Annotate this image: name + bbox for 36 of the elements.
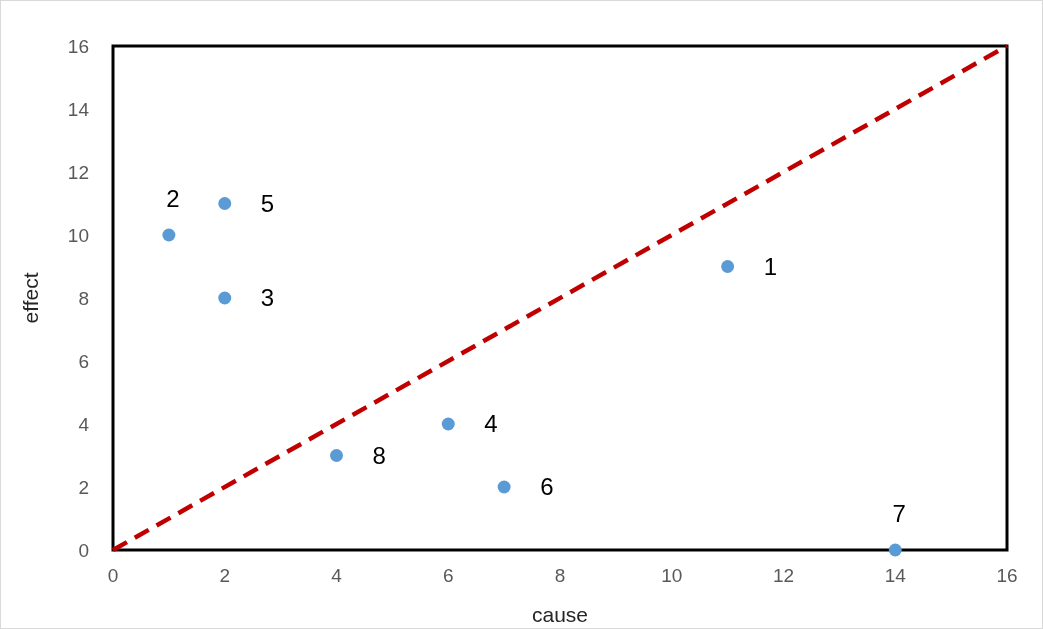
x-axis-title: cause: [531, 603, 589, 626]
y-tick-label: 16: [67, 35, 89, 57]
y-tick-label: 8: [78, 287, 89, 309]
annotation: 1: [763, 252, 777, 280]
y-tick-label: 6: [78, 350, 89, 372]
x-tick-label: 14: [884, 565, 907, 586]
x-tick-label: 4: [331, 565, 343, 586]
y-axis-title: effect: [19, 272, 42, 324]
point: [721, 260, 735, 273]
x-tick-label: 0: [107, 565, 119, 586]
point: [218, 291, 232, 305]
annotation: 8: [372, 441, 386, 469]
point: [497, 480, 511, 494]
x-tick-label: 8: [554, 565, 566, 586]
point: [218, 197, 232, 210]
annotation: 6: [540, 473, 554, 501]
point: [888, 543, 902, 557]
x-tick-label: 2: [219, 565, 231, 586]
y-tick-label: 0: [78, 539, 89, 561]
annotation: 5: [260, 189, 275, 217]
point: [162, 228, 176, 242]
x-tick-label: 6: [442, 565, 454, 586]
x-tick-label: 12: [772, 565, 795, 586]
annotation: 4: [484, 410, 498, 438]
y-tick-label: 14: [67, 98, 90, 120]
y-tick-label: 4: [78, 413, 90, 435]
point: [330, 449, 343, 462]
x-tick-label: 10: [661, 565, 683, 586]
annotation: 2: [166, 185, 180, 212]
y-tick-label: 12: [67, 161, 89, 183]
point: [441, 417, 455, 431]
y-tick-label: 10: [67, 224, 89, 246]
annotation: 7: [892, 500, 906, 527]
annotation: 3: [260, 284, 275, 312]
y-tick-label: 2: [78, 476, 89, 498]
x-tick-label: 16: [996, 565, 1018, 586]
